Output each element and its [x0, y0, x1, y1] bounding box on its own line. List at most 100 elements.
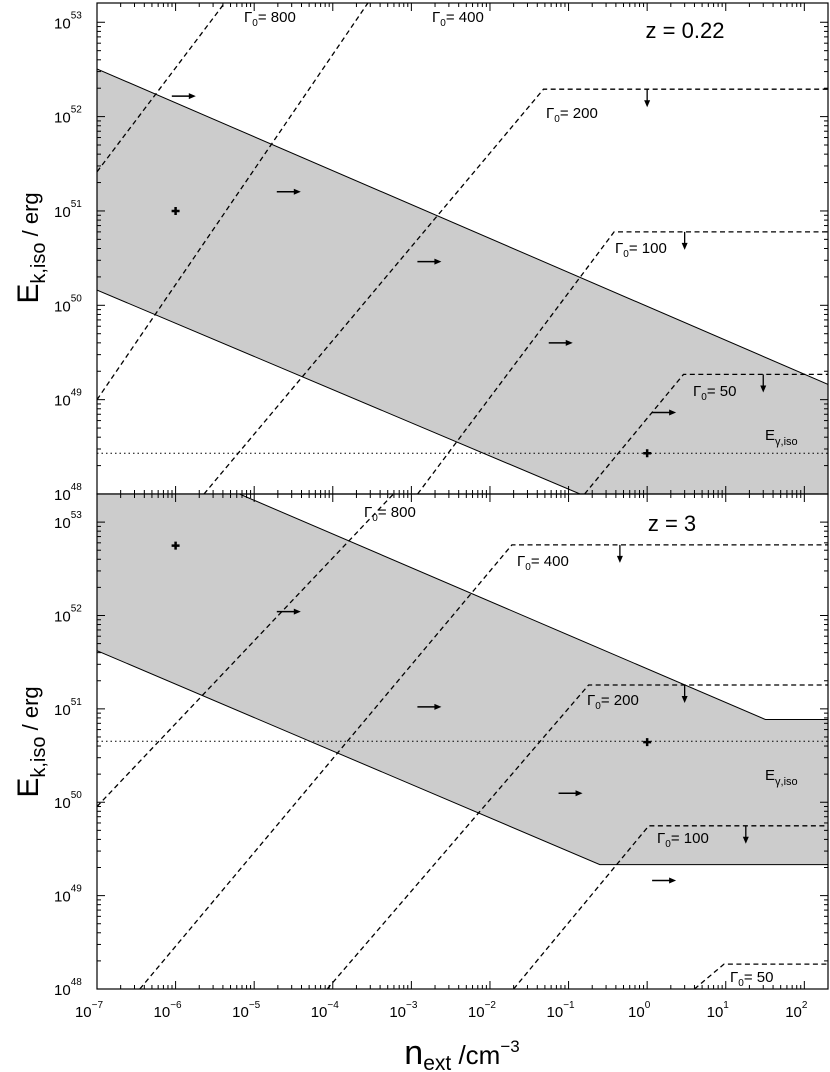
gamma-label-symbol: Γ [244, 9, 252, 26]
gamma-arrow-right-head [293, 608, 301, 615]
gamma-label-symbol: Γ [364, 504, 372, 521]
y-tick-label-base: 10 [54, 298, 71, 315]
x-tick-label: 102 [785, 1000, 808, 1021]
region-upper-bound [97, 68, 828, 385]
gamma-arrow-right-head [188, 93, 196, 100]
data-point [171, 206, 180, 215]
gamma-line-4 [584, 373, 828, 494]
y-tick-label: 1052 [54, 603, 82, 625]
y-axis-title-sub: k,iso [28, 243, 50, 284]
x-tick-label: 10−2 [468, 1000, 497, 1021]
x-tick-label-base: 10 [628, 1004, 645, 1021]
x-tick-label-base: 10 [389, 1004, 406, 1021]
y-axis-title-unit: / erg [18, 192, 43, 242]
gamma-arrow-down-head [644, 100, 651, 108]
gamma-label-symbol: Γ [615, 240, 623, 257]
y-axis-title-main: E [12, 778, 45, 798]
gamma-arrow-down-head [681, 696, 688, 704]
x-tick-label: 10−3 [389, 1000, 418, 1021]
data-point [171, 541, 180, 550]
x-axis-title-main: n [404, 1034, 423, 1072]
x-axis-title-sup: −3 [500, 1037, 519, 1056]
x-tick-label-exp: −2 [485, 1000, 497, 1011]
y-axis-title-bottom: Ek,iso / erg [12, 686, 50, 797]
y-tick-label-base: 10 [54, 393, 71, 410]
y-tick-label-exp: 51 [71, 697, 83, 708]
gamma-label-sub: 0 [525, 562, 531, 573]
y-tick-label-exp: 53 [71, 510, 83, 521]
y-tick-label-base: 10 [54, 982, 71, 999]
y-tick-label-exp: 48 [71, 977, 83, 988]
gamma-label: Γ0= 50 [693, 383, 736, 403]
x-tick-label: 10−5 [232, 1000, 261, 1021]
y-tick-label-base: 10 [54, 204, 71, 221]
x-tick-label: 10−6 [154, 1000, 183, 1021]
plot-area [97, 494, 828, 989]
gamma-label-sub: 0 [554, 114, 560, 125]
x-tick-label-exp: −5 [249, 1000, 261, 1011]
y-tick-label: 1051 [54, 199, 82, 221]
gamma-label: Γ0= 400 [432, 9, 484, 29]
y-tick-label-exp: 49 [71, 388, 83, 399]
y-tick-label-exp: 50 [71, 293, 83, 304]
gamma-label-sub: 0 [623, 249, 629, 260]
x-tick-label-base: 10 [785, 1004, 802, 1021]
y-axis-title-unit: / erg [18, 686, 43, 736]
gamma-line-2 [326, 684, 828, 989]
gamma-label-symbol: Γ [432, 9, 440, 26]
y-tick-label-base: 10 [54, 608, 71, 625]
gamma-label-symbol: Γ [693, 383, 701, 400]
gamma-label-sub: 0 [372, 513, 378, 524]
x-tick-label-exp: −4 [327, 1000, 339, 1011]
gamma-label-sub: 0 [701, 392, 707, 403]
e-gamma-iso-label: Eγ,iso [765, 427, 798, 448]
x-tick-label: 10−1 [547, 1000, 576, 1021]
gamma-label-symbol: Γ [657, 830, 665, 847]
gamma-label-value: = 800 [378, 504, 416, 521]
e-gamma-iso-label-sub: γ,iso [775, 776, 798, 788]
y-tick-label-exp: 49 [71, 884, 83, 895]
x-tick-label-base: 10 [311, 1004, 328, 1021]
allowed-region [97, 68, 828, 494]
gamma-label: Γ0= 200 [546, 105, 598, 125]
gamma-label: Γ0= 50 [730, 969, 773, 989]
gamma-arrow-down-head [616, 555, 623, 563]
gamma-line-4 [694, 963, 828, 989]
x-tick-label-exp: −1 [563, 1000, 575, 1011]
y-tick-label: 1053 [54, 510, 82, 532]
x-tick-label-exp: 1 [723, 1000, 729, 1011]
y-tick-label: 1049 [54, 388, 82, 410]
gamma-label: Γ0= 800 [364, 504, 416, 524]
plot-area [97, 3, 828, 494]
y-tick-label: 1051 [54, 697, 82, 719]
x-tick-label-exp: −3 [406, 1000, 418, 1011]
gamma-label-symbol: Γ [517, 553, 525, 570]
gamma-label-sub: 0 [595, 701, 601, 712]
x-tick-label: 101 [707, 1000, 730, 1021]
y-tick-label-base: 10 [54, 487, 71, 504]
gamma-arrow-right-head [669, 877, 677, 884]
region-lower-bound [97, 289, 581, 494]
y-tick-label-base: 10 [54, 515, 71, 532]
data-point [643, 449, 652, 458]
gamma-label-sub: 0 [738, 978, 744, 989]
x-tick-label-exp: −6 [170, 1000, 182, 1011]
y-tick-label-exp: 51 [71, 199, 83, 210]
gamma-line-2 [203, 88, 828, 494]
region-upper-bound [97, 494, 828, 720]
gamma-label-value: = 200 [601, 692, 639, 709]
gamma-arrow-right-head [565, 339, 573, 346]
y-tick-label-exp: 50 [71, 790, 83, 801]
gamma-label-symbol: Γ [546, 105, 554, 122]
gamma-label-value: = 800 [258, 9, 296, 26]
gamma-label-value: = 100 [629, 240, 667, 257]
y-tick-label-exp: 48 [71, 482, 83, 493]
x-axis-title-unit: /cm [451, 1040, 500, 1070]
e-gamma-iso-label-main: E [765, 427, 775, 444]
x-tick-label-exp: 2 [802, 1000, 808, 1011]
e-gamma-iso-label-main: E [765, 767, 775, 784]
gamma-label-symbol: Γ [587, 692, 595, 709]
region-lower-bound [97, 650, 828, 866]
gamma-label-value: = 400 [531, 553, 569, 570]
